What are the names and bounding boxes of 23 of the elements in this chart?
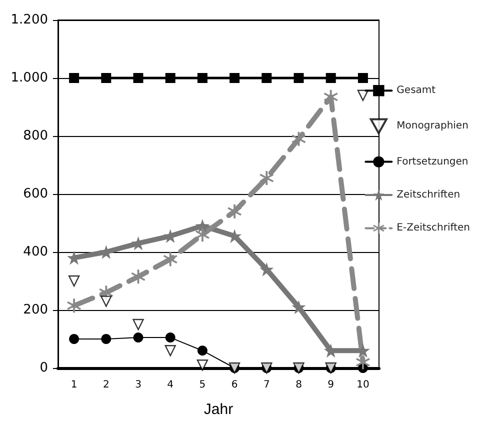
x-tick-label: 4 <box>167 380 174 390</box>
legend-label: E-Zeitschriften <box>396 222 470 234</box>
x-tick-label: 7 <box>263 380 270 390</box>
x-tick-label: 10 <box>356 380 370 390</box>
x-tick-label: 1 <box>70 380 78 390</box>
y-tick-label: 0 <box>40 360 48 376</box>
legend-label: Gesamt <box>396 85 436 96</box>
x-tick-label: 8 <box>296 380 302 390</box>
x-axis-title: Jahr <box>204 401 234 418</box>
x-tick-label: 2 <box>102 380 110 390</box>
y-tick-label: 200 <box>23 302 48 318</box>
y-tick-label: 1.000 <box>10 70 48 86</box>
y-tick-label: 600 <box>23 186 48 202</box>
x-tick-label: 9 <box>328 380 334 390</box>
x-tick-label: 6 <box>231 380 238 390</box>
y-tick-label: 800 <box>23 128 48 144</box>
y-tick-label: 1.200 <box>10 12 48 28</box>
legend-label: Fortsetzungen <box>396 156 468 168</box>
legend-label: Zeitschriften <box>396 190 460 200</box>
x-tick-label: 3 <box>135 380 142 390</box>
y-tick-label: 400 <box>23 244 48 260</box>
x-tick-label: 5 <box>199 380 206 390</box>
legend-label: Monographien <box>396 120 468 132</box>
